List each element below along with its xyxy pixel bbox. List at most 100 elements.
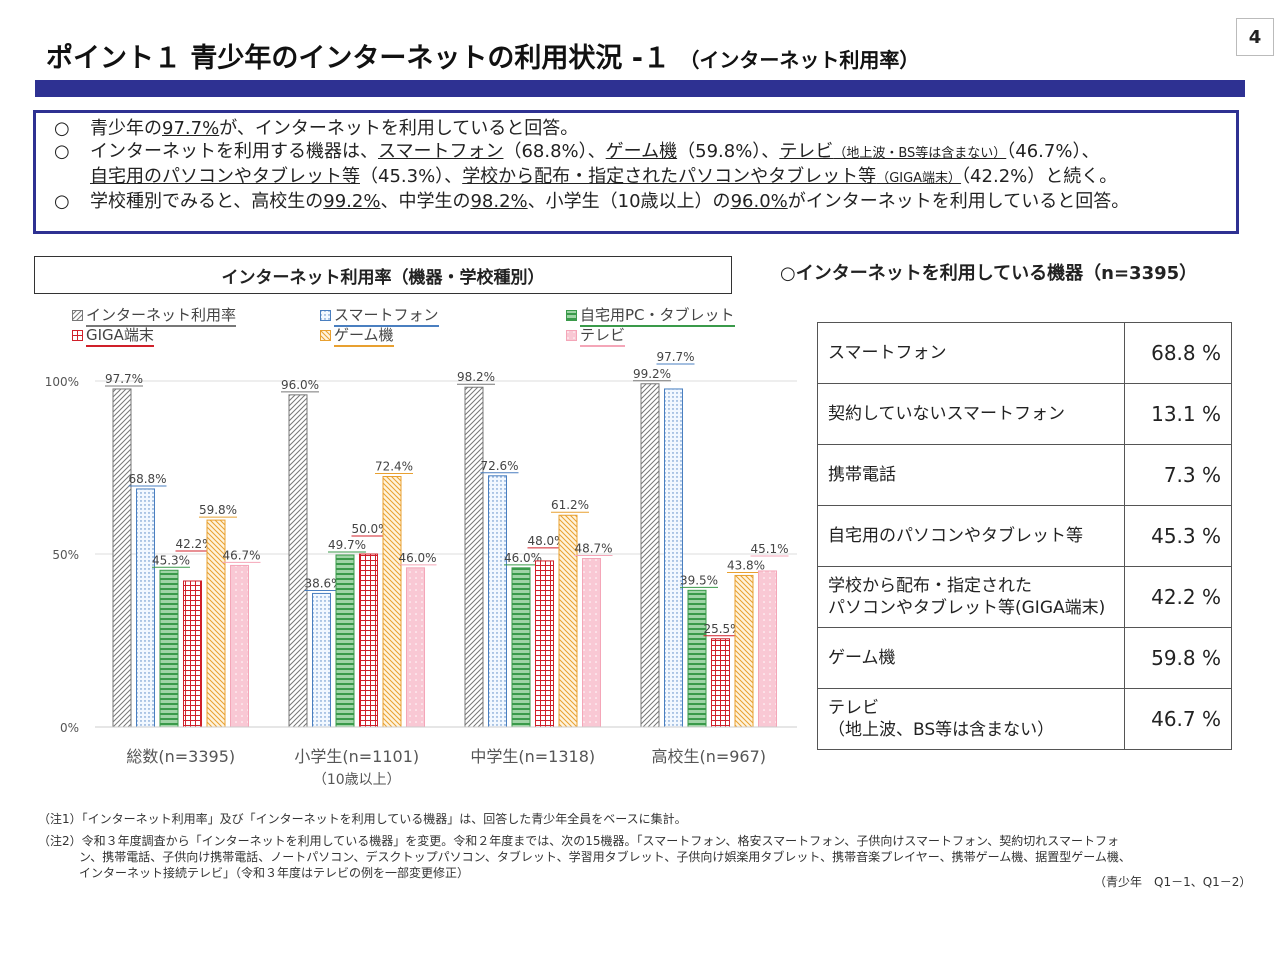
summary-text: （地上波・BS等は含まない） <box>833 146 1007 161</box>
bar <box>464 386 484 728</box>
data-label: 45.1% <box>750 542 788 556</box>
y-tick-label: 50% <box>52 548 79 562</box>
bar <box>511 567 531 728</box>
legend-label: テレビ <box>580 324 626 347</box>
device-value: 68.8 % <box>1124 322 1232 384</box>
summary-text: 学校種別でみると、高校生の <box>90 191 324 212</box>
bar <box>758 570 777 728</box>
summary-text: スマートフォン <box>378 141 504 162</box>
device-label: 自宅用のパソコンやタブレット等 <box>817 505 1125 567</box>
data-label: 48.0% <box>527 534 565 548</box>
summary-line: ○ 学校種別でみると、高校生の99.2%、中学生の98.2%、小学生（10歳以上）… <box>36 190 1236 213</box>
legend-label: 自宅用PC・タブレット <box>580 304 735 327</box>
device-label: テレビ （地上波、BS等は含まない） <box>817 688 1125 750</box>
summary-text: ゲーム機 <box>605 141 678 162</box>
note-2a: （注2）令和３年度調査から「インターネットを利用している機器」を変更。令和２年度… <box>38 834 1119 848</box>
source-note: （青少年 Q1－1、Q1－2） <box>1094 875 1252 889</box>
summary-text: （46.7%）、 <box>1006 141 1100 162</box>
device-label: 契約していないスマートフォン <box>817 383 1125 445</box>
bar <box>183 580 202 728</box>
page-number: 4 <box>1236 18 1274 56</box>
table-title: ○インターネットを利用している機器（n=3395） <box>780 263 1198 284</box>
legend-label: GIGA端末 <box>86 324 154 347</box>
table-row: 自宅用のパソコンやタブレット等 45.3 % <box>817 505 1232 567</box>
data-label: 39.5% <box>680 573 718 587</box>
data-label: 59.8% <box>199 503 237 517</box>
x-tick-label: 高校生(n=967) <box>651 747 766 766</box>
data-label: 43.8% <box>727 558 765 572</box>
bullet-icon: ○ <box>54 141 70 162</box>
title-bar <box>35 80 1245 97</box>
data-label: 97.7% <box>105 372 143 386</box>
bar <box>711 638 730 728</box>
summary-text: がインターネットを利用していると回答。 <box>787 191 1130 212</box>
device-value: 46.7 % <box>1124 688 1232 750</box>
bar <box>406 567 425 728</box>
device-value: 45.3 % <box>1124 505 1232 567</box>
legend-label: インターネット利用率 <box>86 304 237 327</box>
device-label: 学校から配布・指定された パソコンやタブレット等(GIGA端末) <box>817 566 1125 628</box>
legend-label: ゲーム機 <box>334 324 394 347</box>
device-value: 13.1 % <box>1124 383 1232 445</box>
device-value: 7.3 % <box>1124 444 1232 506</box>
bar <box>582 557 601 728</box>
legend-item: 自宅用PC・タブレット <box>566 304 735 327</box>
note-2b: ン、携帯電話、子供向け携帯電話、ノートパソコン、デスクトップパソコン、タブレット… <box>79 850 1131 864</box>
legend-swatch-icon <box>320 330 331 341</box>
summary-line: ○ 青少年の97.7%が、インターネットを利用していると回答。 <box>36 117 1236 140</box>
device-label: ゲーム機 <box>817 627 1125 689</box>
data-label: 45.3% <box>152 553 190 567</box>
data-label: 25.5% <box>703 622 741 636</box>
chart-title: インターネット利用率（機器・学校種別） <box>34 256 732 294</box>
summary-text: テレビ <box>779 141 834 162</box>
data-label: 50.0% <box>351 522 389 536</box>
title-main: ポイント１ 青少年のインターネットの利用状況 -１ <box>46 43 671 74</box>
y-tick-label: 0% <box>60 721 79 735</box>
summary-box: ○ 青少年の97.7%が、インターネットを利用していると回答。 ○ インターネットを利… <box>33 110 1239 234</box>
legend-item: GIGA端末 <box>72 324 154 347</box>
summary-text: 98.2% <box>470 191 528 212</box>
summary-line: ○ インターネットを利用する機器は、スマートフォン（68.8%）、ゲーム機（59.… <box>36 140 1236 165</box>
device-value: 59.8 % <box>1124 627 1232 689</box>
note-1: （注1）「インターネット利用率」及び「インターネットを利用している機器」は、回答… <box>38 812 687 826</box>
table-row: 契約していないスマートフォン 13.1 % <box>817 383 1232 445</box>
bar-chart: 0% 50% 100% 97.7% 68.8% 45.3% 42.2% 59.8% 46.7% 総… <box>45 350 797 788</box>
summary-text: （45.3%）、 <box>360 166 463 187</box>
summary-text: 、小学生（10歳以上）の <box>527 191 731 212</box>
y-tick-label: 100% <box>45 375 79 389</box>
data-label: 68.8% <box>128 472 166 486</box>
bar <box>640 383 660 728</box>
legend-label: スマートフォン <box>334 304 439 327</box>
bar <box>136 488 155 728</box>
bar <box>488 475 507 728</box>
table-row: 携帯電話 7.3 % <box>817 444 1232 506</box>
bar <box>382 475 402 728</box>
title-sub: （インターネット利用率） <box>679 48 920 72</box>
table-row: テレビ （地上波、BS等は含まない） 46.7 % <box>817 688 1232 750</box>
data-label: 98.2% <box>457 370 495 384</box>
legend-swatch-icon <box>320 310 331 321</box>
summary-text: （GIGA端末） <box>876 171 962 186</box>
summary-text: 、中学生の <box>380 191 471 212</box>
summary-text: （68.8%）、 <box>503 141 606 162</box>
summary-text: 97.7% <box>162 118 220 139</box>
legend-swatch-icon <box>72 330 83 341</box>
bar <box>535 560 554 728</box>
data-label: 49.7% <box>328 538 366 552</box>
x-tick-label: 小学生(n=1101) <box>294 747 419 766</box>
data-label: 46.7% <box>222 548 260 562</box>
bar <box>687 589 707 728</box>
summary-text: （59.8%）、 <box>677 141 780 162</box>
bar <box>335 554 355 728</box>
summary-text: が、インターネットを利用していると回答。 <box>219 118 579 139</box>
legend-swatch-icon <box>566 310 577 321</box>
bar <box>288 394 308 728</box>
x-tick-sublabel: （10歳以上） <box>313 772 401 788</box>
bar <box>734 574 754 728</box>
summary-text: 青少年の <box>90 118 162 139</box>
table-row: スマートフォン 68.8 % <box>817 322 1232 384</box>
data-label: 42.2% <box>175 537 213 551</box>
data-label: 46.0% <box>504 551 542 565</box>
data-label: 72.6% <box>480 459 518 473</box>
bullet-icon: ○ <box>54 118 70 139</box>
